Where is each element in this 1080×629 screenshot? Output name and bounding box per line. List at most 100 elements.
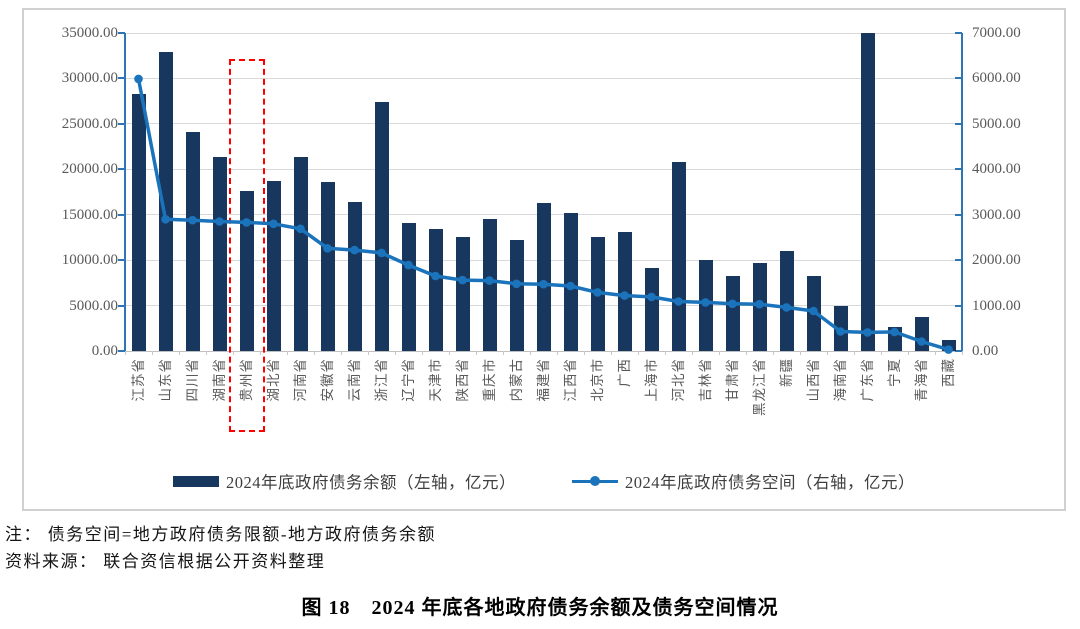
right-axis-tick-label: 6000.00 [972,70,1021,87]
legend-entry-debt-balance: 2024年底政府债务余额（左轴，亿元） [173,469,516,493]
x-tick-label-广西: 广西 [616,358,632,387]
line-marker-山西省 [809,306,818,316]
bar-天津市 [428,229,443,351]
left-axis-tick-label: 35000.00 [61,25,118,41]
x-axis-tick [152,351,153,355]
line-marker-湖北省 [269,219,278,229]
bar-河南省 [293,156,308,351]
x-tick-label-吉林省: 吉林省 [697,358,713,402]
x-tick-label-广东省: 广东省 [859,358,875,402]
x-axis-tick [314,351,315,355]
gridline [125,123,962,125]
x-axis-tick [368,351,369,355]
left-axis-tick-label: 0.00 [91,343,118,359]
bar-陕西省 [455,236,470,351]
x-tick-label-江西省: 江西省 [562,358,578,402]
line-marker-安徽省 [323,244,332,253]
x-tick-label-河北省: 河北省 [670,358,686,402]
right-axis-tick [955,213,962,216]
x-axis-tick [206,351,207,355]
bar-内蒙古 [509,240,524,351]
left-axis-tick [118,32,125,34]
x-axis-tick [773,351,774,355]
x-axis-tick [881,351,882,355]
line-marker-青海省 [917,337,926,346]
left-axis-tick-label: 10000.00 [61,252,118,269]
left-axis-line [124,33,126,351]
line-marker-云南省 [350,245,359,255]
x-tick-label-天津市: 天津市 [427,358,443,402]
left-axis-tick-label: 30000.00 [61,70,118,87]
x-tick-label-海南省: 海南省 [832,358,848,402]
x-axis-tick [665,351,666,355]
x-tick-label-上海市: 上海市 [643,358,659,402]
left-axis-tick [118,77,125,80]
bar-安徽省 [320,182,335,351]
bar-上海市 [644,268,659,351]
line-path [136,78,950,352]
bar-福建省 [536,202,551,351]
line-marker-江西省 [566,281,575,291]
x-tick-label-福建省: 福建省 [535,358,551,402]
line-marker-海南省 [836,327,845,336]
line-marker-浙江省 [377,248,386,258]
bar-江苏省 [131,93,146,351]
right-axis-tick [955,259,962,262]
gridline [125,32,962,34]
footnote-source: 资料来源： 联合资信根据公开资料整理 [5,552,326,571]
x-axis-tick [854,351,855,355]
x-tick-label-青海省: 青海省 [913,358,929,402]
line-marker-福建省 [539,279,548,289]
line-marker-河南省 [296,224,305,234]
bar-series-swatch [173,475,219,487]
right-axis-tick [955,168,962,171]
footnote-definition: 注： 债务空间=地方政府债务限额-地方政府债务余额 [5,525,436,544]
line-marker-吉林省 [701,298,710,307]
bar-甘肃省 [725,276,740,351]
x-axis-tick [638,351,639,355]
x-axis-tick [233,351,234,355]
line-marker-辽宁省 [404,260,413,270]
x-axis-tick [908,351,909,355]
bar-山东省 [158,52,173,351]
x-axis-tick [530,351,531,355]
x-axis-tick [800,351,801,355]
x-axis-tick [449,351,450,355]
line-marker-天津市 [431,271,440,281]
figure-caption: 图 18 2024 年底各地政府债务余额及债务空间情况 [301,597,779,619]
legend-label-debt-balance: 2024年底政府债务余额（左轴，亿元） [226,473,516,492]
line-marker-贵州省 [242,218,251,227]
x-axis-tick [746,351,747,355]
line-marker-甘肃省 [728,299,737,309]
line-marker-宁夏 [890,327,899,337]
x-axis-tick [260,351,261,355]
x-tick-label-北京市: 北京市 [589,358,605,402]
x-axis-tick [341,351,342,355]
left-axis-tick [118,259,125,262]
x-tick-label-安徽省: 安徽省 [319,358,335,402]
bar-广东省 [860,33,875,351]
x-axis-tick [395,351,396,355]
bar-新疆 [779,251,794,351]
x-tick-label-贵州省: 贵州省 [238,358,254,402]
left-axis-tick-label: 5000.00 [69,297,118,314]
x-axis-tick [962,351,963,355]
x-axis-tick [719,351,720,355]
x-tick-label-西藏: 西藏 [940,358,956,387]
line-marker-陕西省 [458,275,467,285]
gridline [125,77,962,79]
right-axis-tick-label: 3000.00 [972,206,1021,223]
right-axis-tick [955,304,962,307]
left-axis-tick-label: 25000.00 [61,115,118,132]
line-marker-上海市 [647,292,656,302]
debt-space-line-series [134,74,953,354]
highlight-box-guizhou [228,59,265,432]
x-axis-tick [935,351,936,355]
bar-浙江省 [374,102,389,351]
x-axis-tick [611,351,612,355]
x-tick-label-重庆市: 重庆市 [481,358,497,402]
x-axis-tick [557,351,558,355]
right-axis-tick-label: 2000.00 [972,252,1021,269]
